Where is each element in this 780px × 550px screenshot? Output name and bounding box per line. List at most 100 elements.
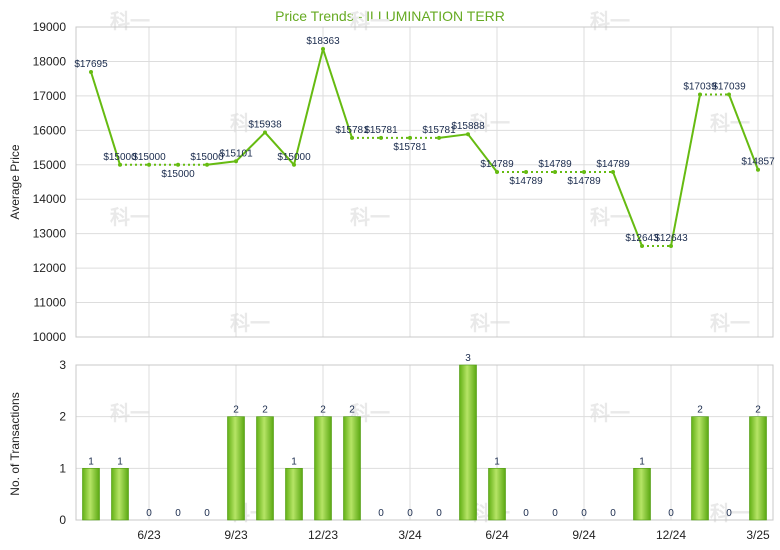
transaction-bar (749, 416, 767, 521)
price-point (350, 135, 354, 140)
transaction-bar (314, 416, 332, 521)
price-data-label: $12643 (625, 233, 659, 244)
transaction-bar (459, 364, 477, 521)
transaction-bar (343, 416, 361, 521)
price-line-segment (670, 94, 701, 247)
price-point (147, 162, 151, 167)
transaction-count-label: 0 (726, 508, 732, 519)
transaction-count-label: 0 (407, 508, 413, 519)
price-axis-label: Average Price (8, 144, 22, 219)
transaction-count-label: 0 (378, 508, 384, 519)
price-data-label: $15888 (451, 121, 485, 132)
price-point (437, 135, 441, 140)
count-tick-label: 1 (59, 461, 66, 475)
price-data-label: $17039 (712, 82, 746, 93)
price-line-segment (612, 171, 643, 247)
transaction-bar (82, 468, 100, 521)
watermark-text: 科一 (710, 311, 750, 335)
watermark-text: 科一 (230, 311, 270, 335)
price-panel: 10000 11000 12000 13000 14000 15000 16000 17000… (33, 20, 775, 344)
price-data-label: $14789 (480, 159, 514, 170)
price-line-segment (467, 133, 498, 173)
price-data-label: $14857 (741, 157, 775, 168)
watermark-text: 科一 (710, 501, 750, 525)
price-data-label: $15781 (422, 125, 456, 136)
transaction-count-label: 0 (610, 508, 616, 519)
watermarks: 科一科一科一科一科一科一科一科一科一科一科一科一科一科一科一科一科一科一 (110, 9, 750, 525)
transaction-count-label: 0 (146, 508, 152, 519)
x-tick-label: 6/24 (485, 528, 509, 542)
price-tick-label: 16000 (33, 123, 67, 137)
price-point (263, 130, 267, 135)
price-point (205, 162, 209, 167)
transaction-count-label: 0 (175, 508, 181, 519)
transaction-count-label: 1 (494, 456, 500, 467)
transaction-count-label: 2 (233, 405, 239, 416)
transaction-count-label: 0 (204, 508, 210, 519)
price-data-label: $12643 (654, 233, 688, 244)
transaction-count-label: 0 (436, 508, 442, 519)
watermark-text: 科一 (110, 401, 150, 425)
price-tick-label: 11000 (34, 296, 67, 310)
x-tick-label: 9/24 (572, 528, 596, 542)
watermark-text: 科一 (350, 9, 390, 33)
x-tick-label: 6/23 (137, 528, 161, 542)
watermark-text: 科一 (590, 205, 630, 229)
price-tick-label: 18000 (33, 54, 67, 68)
transaction-count-label: 2 (697, 405, 703, 416)
price-point (292, 162, 296, 167)
transaction-count-label: 0 (581, 508, 587, 519)
transaction-bar (111, 468, 129, 521)
watermark-text: 科一 (590, 401, 630, 425)
price-data-label: $15000 (132, 152, 166, 163)
price-point (524, 170, 528, 175)
price-point (118, 162, 122, 167)
price-data-label: $14789 (596, 159, 630, 170)
price-data-label: $15781 (335, 125, 369, 136)
transaction-count-label: 1 (639, 456, 645, 467)
price-data-label: $18363 (306, 36, 340, 47)
count-tick-label: 2 (59, 410, 66, 424)
watermark-text: 科一 (470, 111, 510, 135)
transaction-bar (633, 468, 651, 521)
transactions-axis-label: No. of Transactions (8, 392, 22, 495)
price-data-label: $15000 (103, 152, 137, 163)
price-tick-label: 15000 (33, 158, 67, 172)
price-data-label: $15781 (364, 125, 398, 136)
price-point (379, 135, 383, 140)
count-plot-frame (75, 364, 774, 521)
transaction-bar (691, 416, 709, 521)
x-tick-label: 12/24 (656, 528, 686, 542)
transaction-count-label: 2 (320, 405, 326, 416)
price-tick-label: 19000 (33, 20, 67, 34)
price-point (495, 170, 499, 175)
price-data-label: $17695 (74, 59, 108, 70)
transaction-count-label: 1 (291, 456, 297, 467)
price-line-segment (438, 133, 469, 139)
watermark-text: 科一 (230, 111, 270, 135)
watermark-text: 科一 (110, 205, 150, 229)
price-point (582, 170, 586, 175)
watermark-text: 科一 (110, 9, 150, 33)
price-line-segment (264, 131, 295, 166)
price-point (408, 135, 412, 140)
price-point (234, 159, 238, 164)
count-tick-label: 3 (59, 358, 66, 372)
price-tick-label: 13000 (33, 227, 67, 241)
transaction-bar (256, 416, 274, 521)
price-point (176, 162, 180, 167)
transaction-count-label: 1 (88, 456, 94, 467)
transaction-count-label: 0 (523, 508, 529, 519)
x-tick-label: 9/23 (224, 528, 248, 542)
watermark-text: 科一 (470, 311, 510, 335)
price-data-label: $17039 (683, 82, 717, 93)
transaction-count-label: 2 (349, 405, 355, 416)
price-data-label: $14789 (538, 159, 572, 170)
price-point (466, 132, 470, 137)
price-tick-label: 10000 (33, 330, 67, 344)
chart-title: Price Trends - ILLUMINATION TERR (275, 8, 505, 24)
price-point (727, 92, 731, 97)
price-tick-label: 14000 (33, 192, 67, 206)
transaction-count-label: 2 (262, 405, 268, 416)
price-data-label: $15938 (248, 119, 282, 130)
